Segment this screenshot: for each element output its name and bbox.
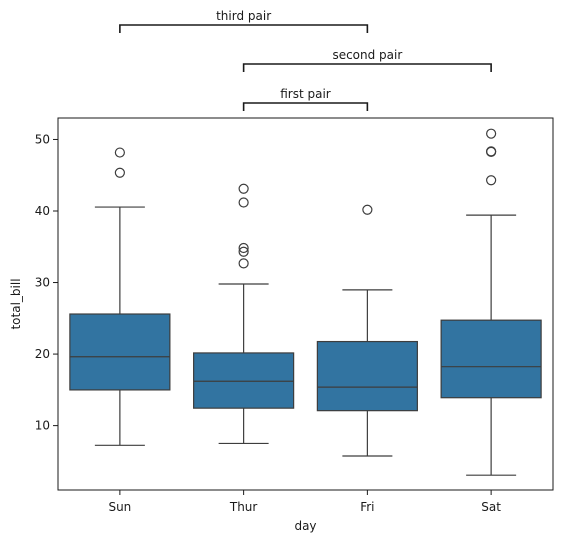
annotation-bracket: first pair bbox=[242, 87, 369, 111]
x-axis: Sun Thur Fri Sat bbox=[108, 490, 501, 514]
pair-annotations: first pair second pair third pair bbox=[119, 9, 492, 111]
box-sat bbox=[440, 128, 542, 476]
x-tick-label: Sat bbox=[481, 500, 501, 514]
outlier-point bbox=[238, 183, 249, 194]
box-iqr bbox=[193, 352, 295, 409]
y-tick-label: 10 bbox=[35, 419, 50, 433]
outlier-point bbox=[238, 258, 249, 269]
outlier-point bbox=[238, 242, 249, 254]
outlier-point bbox=[238, 197, 249, 208]
box-iqr bbox=[440, 319, 542, 399]
box-iqr bbox=[316, 340, 418, 412]
outlier-point bbox=[486, 146, 497, 157]
y-axis-label: total_bill bbox=[9, 278, 23, 329]
box-fri bbox=[316, 204, 418, 457]
boxes bbox=[69, 128, 542, 476]
outlier-point bbox=[238, 246, 249, 257]
box-sun bbox=[69, 147, 171, 446]
y-tick-label: 20 bbox=[35, 347, 50, 361]
box-thur bbox=[193, 183, 295, 445]
outlier-point bbox=[486, 128, 497, 139]
x-tick-label: Fri bbox=[360, 500, 374, 514]
bracket-line bbox=[242, 63, 492, 72]
plot-frame bbox=[57, 117, 554, 491]
y-axis: 10 20 30 40 50 bbox=[35, 132, 58, 433]
annotation-label: first pair bbox=[280, 87, 331, 101]
outlier-point bbox=[362, 204, 373, 215]
y-tick-label: 50 bbox=[35, 132, 50, 146]
outlier-point bbox=[486, 175, 497, 186]
bracket-line bbox=[242, 102, 369, 111]
bracket-line bbox=[119, 24, 369, 33]
x-tick-label: Sun bbox=[108, 500, 131, 514]
annotation-bracket: third pair bbox=[119, 9, 369, 33]
x-axis-label: day bbox=[294, 519, 316, 533]
annotation-bracket: second pair bbox=[242, 48, 492, 72]
x-tick-label: Thur bbox=[229, 500, 258, 514]
annotation-label: third pair bbox=[216, 9, 271, 23]
outlier-point bbox=[114, 167, 125, 178]
box-iqr bbox=[69, 313, 171, 391]
y-tick-label: 30 bbox=[35, 276, 50, 290]
y-tick-label: 40 bbox=[35, 204, 50, 218]
outlier-point bbox=[114, 147, 125, 158]
annotation-label: second pair bbox=[332, 48, 402, 62]
